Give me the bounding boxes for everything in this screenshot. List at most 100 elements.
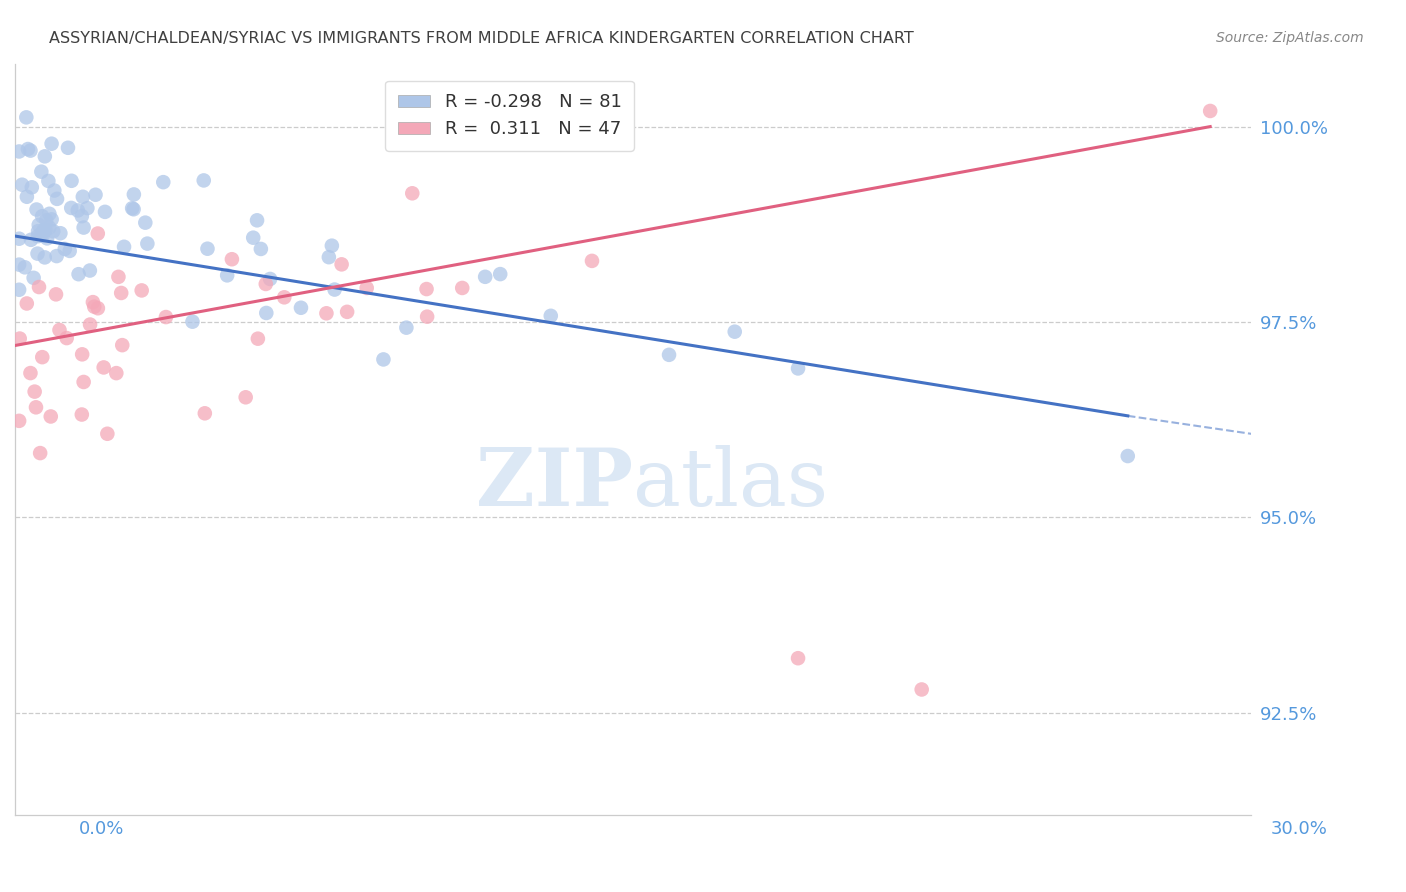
Text: ZIP: ZIP <box>477 445 633 524</box>
Point <box>787 361 810 376</box>
Point <box>658 348 681 362</box>
Point <box>273 290 295 304</box>
Point <box>34 223 56 237</box>
Point <box>254 306 277 320</box>
Text: atlas: atlas <box>633 445 828 524</box>
Point <box>53 242 76 256</box>
Point <box>21 180 44 194</box>
Point <box>540 309 562 323</box>
Point <box>82 295 104 310</box>
Point <box>373 352 395 367</box>
Point <box>59 244 82 258</box>
Point <box>489 267 512 281</box>
Point <box>110 285 132 300</box>
Point <box>401 186 423 201</box>
Point <box>84 187 107 202</box>
Point <box>35 213 58 227</box>
Point <box>474 269 496 284</box>
Point <box>30 164 52 178</box>
Point <box>415 282 437 296</box>
Point <box>181 315 204 329</box>
Point <box>27 246 49 260</box>
Point <box>122 202 145 217</box>
Point <box>66 203 89 218</box>
Point <box>1116 449 1139 463</box>
Point <box>254 277 277 291</box>
Point <box>94 205 117 219</box>
Text: 0.0%: 0.0% <box>79 820 124 838</box>
Point <box>15 111 38 125</box>
Point <box>1199 103 1222 118</box>
Point <box>8 414 31 428</box>
Point <box>46 192 69 206</box>
Point <box>76 201 98 215</box>
Point <box>45 249 67 263</box>
Point <box>194 406 217 420</box>
Point <box>27 229 49 244</box>
Point <box>48 323 70 337</box>
Point <box>32 223 55 237</box>
Point <box>31 227 53 241</box>
Point <box>246 332 269 346</box>
Point <box>60 201 83 215</box>
Point <box>336 305 359 319</box>
Point <box>31 350 53 364</box>
Point <box>34 251 56 265</box>
Point <box>96 426 118 441</box>
Point <box>105 366 128 380</box>
Point <box>72 220 94 235</box>
Point <box>20 144 42 158</box>
Point <box>193 173 215 187</box>
Point <box>14 260 37 275</box>
Point <box>25 401 48 415</box>
Point <box>724 325 747 339</box>
Point <box>11 178 34 192</box>
Point <box>321 238 343 252</box>
Point <box>451 281 474 295</box>
Point <box>122 187 145 202</box>
Point <box>8 145 31 159</box>
Point <box>131 284 153 298</box>
Point <box>121 201 143 215</box>
Point <box>20 366 42 380</box>
Point <box>72 190 94 204</box>
Point <box>87 301 110 316</box>
Point <box>34 149 56 163</box>
Point <box>107 269 129 284</box>
Point <box>8 283 31 297</box>
Point <box>242 230 264 244</box>
Point <box>28 218 51 232</box>
Point <box>111 338 134 352</box>
Point <box>8 258 31 272</box>
Point <box>787 651 810 665</box>
Point <box>45 287 67 301</box>
Point <box>112 240 135 254</box>
Point <box>70 347 93 361</box>
Point <box>22 270 45 285</box>
Point <box>15 296 38 310</box>
Point <box>356 281 378 295</box>
Point <box>70 408 93 422</box>
Point <box>134 216 156 230</box>
Point <box>79 263 101 277</box>
Point <box>70 209 93 223</box>
Point <box>37 174 59 188</box>
Point <box>83 300 105 314</box>
Point <box>323 283 346 297</box>
Point <box>67 267 90 281</box>
Point <box>56 141 79 155</box>
Point <box>38 207 60 221</box>
Point <box>87 227 110 241</box>
Point <box>290 301 312 315</box>
Point <box>318 250 340 264</box>
Text: ASSYRIAN/CHALDEAN/SYRIAC VS IMMIGRANTS FROM MIDDLE AFRICA KINDERGARTEN CORRELATI: ASSYRIAN/CHALDEAN/SYRIAC VS IMMIGRANTS F… <box>49 31 914 46</box>
Point <box>30 446 52 460</box>
Point <box>72 375 94 389</box>
Point <box>55 331 77 345</box>
Point <box>330 257 353 271</box>
Point <box>39 409 62 424</box>
Point <box>93 360 115 375</box>
Point <box>31 228 53 243</box>
Point <box>235 390 257 404</box>
Point <box>911 682 934 697</box>
